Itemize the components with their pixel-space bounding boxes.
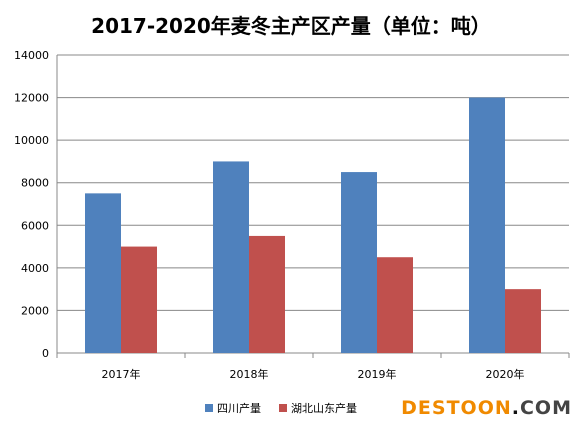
y-tick-label: 2000 — [21, 304, 49, 317]
y-tick-label: 8000 — [21, 177, 49, 190]
bar-hubei-shandong-1 — [249, 235, 285, 353]
y-tick-label: 0 — [42, 347, 49, 360]
watermark-dot: . — [511, 397, 520, 419]
y-tick-label: 14000 — [14, 49, 49, 62]
chart-title: 2017-2020年麦冬主产区产量（单位：吨） — [91, 14, 491, 38]
watermark-part3: COM — [519, 397, 572, 419]
legend: 四川产量 湖北山东产量 — [205, 400, 375, 416]
legend-item-hubei-shandong: 湖北山东产量 — [279, 400, 357, 416]
bar-hubei-shandong-0 — [121, 246, 157, 353]
y-tick-label: 6000 — [21, 219, 49, 232]
legend-swatch-hubei-shandong — [279, 404, 287, 412]
bar-sichuan-1 — [213, 161, 249, 353]
x-tick-label: 2017年 — [102, 367, 141, 381]
legend-item-sichuan: 四川产量 — [205, 400, 261, 416]
bar-sichuan-3 — [469, 97, 505, 353]
y-tick-label: 12000 — [14, 92, 49, 105]
x-tick-label: 2019年 — [358, 367, 397, 381]
bar-hubei-shandong-3 — [505, 289, 541, 353]
bar-hubei-shandong-2 — [377, 257, 413, 353]
watermark: DESTOON.COM — [401, 397, 572, 419]
watermark-part1: DESTOON — [401, 397, 512, 419]
bar-sichuan-2 — [341, 172, 377, 353]
bar-sichuan-0 — [85, 193, 121, 353]
y-tick-label: 10000 — [14, 134, 49, 147]
x-tick-label: 2020年 — [486, 367, 525, 381]
y-tick-label: 4000 — [21, 262, 49, 275]
legend-label-hubei-shandong: 湖北山东产量 — [291, 402, 357, 415]
bars — [85, 97, 541, 353]
tick-labels: 0 2000 4000 6000 8000 10000 12000 14000 2017年 201… — [14, 49, 525, 381]
x-tick-label: 2018年 — [230, 367, 269, 381]
legend-swatch-sichuan — [205, 404, 213, 412]
legend-label-sichuan: 四川产量 — [217, 402, 261, 415]
